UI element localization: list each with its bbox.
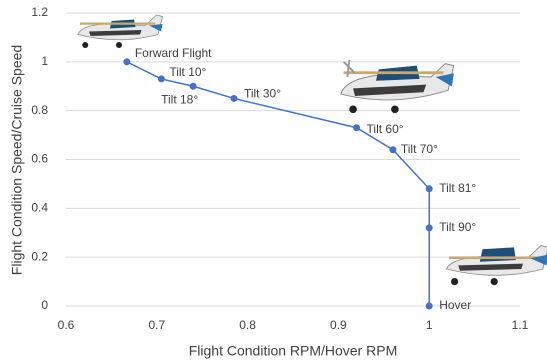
point-label: Tilt 81° xyxy=(439,181,476,195)
data-point xyxy=(158,75,165,82)
y-tick-label: 0.4 xyxy=(31,201,48,215)
chart: Flight Condition RPM/Hover RPM Flight Co… xyxy=(0,0,547,363)
x-tick-label: 0.9 xyxy=(330,318,347,332)
x-tick-label: 0.7 xyxy=(148,318,165,332)
x-tick-label: 0.8 xyxy=(239,318,256,332)
x-tick-label: 1.1 xyxy=(512,318,529,332)
y-tick-label: 1.2 xyxy=(31,5,48,19)
point-label: Hover xyxy=(439,298,471,312)
point-label: Tilt 90° xyxy=(439,220,476,234)
point-label: Forward Flight xyxy=(135,46,212,60)
data-point xyxy=(353,124,360,131)
data-point xyxy=(426,224,433,231)
aircraft-icon xyxy=(341,60,454,113)
y-tick-label: 1 xyxy=(41,54,48,68)
data-point xyxy=(190,83,197,90)
data-point xyxy=(426,303,433,310)
y-axis-title: Flight Condition Speed/Cruise Speed xyxy=(9,45,25,275)
data-point xyxy=(389,146,396,153)
aircraft-icon xyxy=(78,15,163,48)
y-tick-label: 0.8 xyxy=(31,103,48,117)
y-tick-label: 0.2 xyxy=(31,249,48,263)
y-tick-label: 0 xyxy=(41,298,48,312)
point-label: Tilt 70° xyxy=(401,142,438,156)
x-tick-label: 1 xyxy=(426,318,433,332)
point-label: Tilt 18° xyxy=(161,92,198,106)
data-point xyxy=(123,58,130,65)
point-label: Tilt 30° xyxy=(244,87,281,101)
point-label: Tilt 60° xyxy=(367,122,404,136)
data-point xyxy=(230,95,237,102)
x-tick-label: 0.6 xyxy=(58,318,75,332)
point-label: Tilt 10° xyxy=(169,65,206,79)
x-axis-title: Flight Condition RPM/Hover RPM xyxy=(189,343,398,359)
data-point xyxy=(426,185,433,192)
aircraft-icon xyxy=(447,246,547,286)
y-tick-label: 0.6 xyxy=(31,152,48,166)
